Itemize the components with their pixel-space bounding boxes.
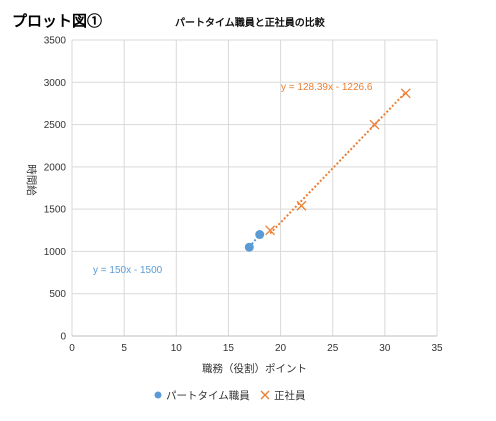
y-tick-label: 1000 <box>44 247 67 258</box>
y-axis-title: 時間給 <box>25 164 38 196</box>
trendline-series-2 <box>269 91 407 235</box>
x-tick-label: 15 <box>223 343 235 354</box>
data-point-series-2 <box>296 200 307 211</box>
legend-label-series-1: パートタイム職員 <box>166 390 250 402</box>
y-tick-label: 2000 <box>44 162 67 173</box>
data-point-series-2 <box>400 88 411 99</box>
legend-label-series-2: 正社員 <box>274 389 306 402</box>
y-tick-label: 3500 <box>44 36 67 47</box>
x-tick-label: 5 <box>121 343 127 354</box>
x-axis-title: 職務（役割）ポイント <box>202 362 307 375</box>
x-tick-label: 0 <box>69 343 75 354</box>
legend-marker-series-1 <box>154 391 162 399</box>
data-point-series-1 <box>244 242 254 252</box>
data-point-series-1 <box>255 230 265 240</box>
legend-marker-series-2 <box>260 390 270 400</box>
x-tick-label: 30 <box>379 343 391 354</box>
x-tick-label: 25 <box>327 343 339 354</box>
trendline-equation-series-1: y = 150x - 1500 <box>93 265 163 276</box>
y-tick-label: 500 <box>49 289 66 300</box>
data-point-series-2 <box>265 225 276 236</box>
y-tick-label: 0 <box>60 332 66 343</box>
trendline-equation-series-2: y = 128.39x - 1226.6 <box>281 82 373 93</box>
chart-title: パートタイム職員と正社員の比較 <box>175 18 325 29</box>
y-tick-label: 2500 <box>44 120 67 131</box>
figure-label: プロット図① <box>12 12 103 30</box>
x-tick-label: 35 <box>431 343 443 354</box>
x-tick-label: 10 <box>171 343 183 354</box>
x-tick-label: 20 <box>275 343 287 354</box>
y-tick-label: 1500 <box>44 205 67 216</box>
data-point-series-2 <box>369 119 380 130</box>
y-tick-label: 3000 <box>44 78 67 89</box>
